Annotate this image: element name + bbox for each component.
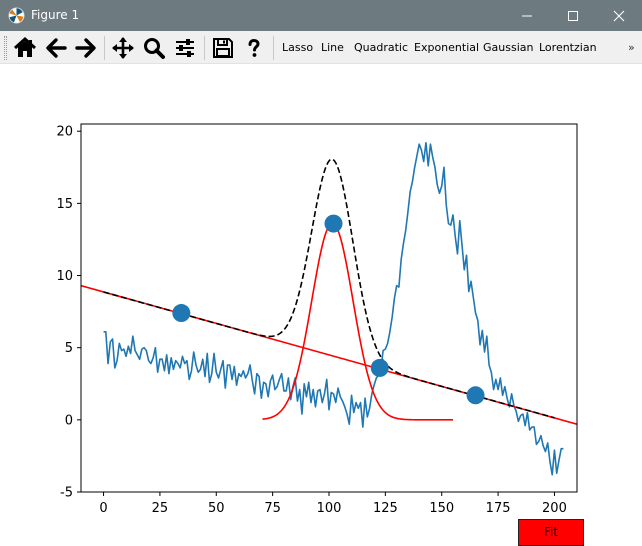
- pan-button[interactable]: [109, 34, 137, 62]
- fit-button[interactable]: Fit: [518, 519, 584, 546]
- x-tick-label: 125: [373, 501, 398, 516]
- home-icon: [13, 36, 37, 57]
- toolbar: Lasso Line Quadratic Exponential Gaussia…: [0, 31, 642, 64]
- zoom-magnifier-icon: [144, 38, 165, 59]
- lorentzian-tool-button[interactable]: Lorentzian: [539, 41, 597, 54]
- x-tick-label: 25: [152, 501, 169, 516]
- y-tick-label: 20: [56, 125, 73, 140]
- minimize-icon: [522, 15, 532, 17]
- pan-move-icon: [112, 37, 134, 59]
- exponential-tool-button[interactable]: Exponential: [414, 41, 480, 54]
- maximize-icon: [568, 11, 578, 21]
- back-arrow-icon: [46, 38, 67, 58]
- help-question-icon: [248, 38, 260, 57]
- save-button[interactable]: [209, 34, 237, 62]
- back-button[interactable]: [42, 34, 70, 62]
- y-tick-label: -5: [60, 486, 73, 501]
- sum-fit-dashed-curve: [103, 158, 555, 419]
- control-point-marker[interactable]: [172, 304, 191, 323]
- y-tick-label: 10: [56, 269, 73, 284]
- data-series-line: [103, 141, 564, 476]
- save-floppy-icon: [213, 38, 233, 58]
- close-button[interactable]: [596, 0, 642, 31]
- y-tick-label: 5: [65, 341, 73, 356]
- quadratic-tool-button[interactable]: Quadratic: [354, 41, 409, 54]
- toolbar-grip[interactable]: [4, 36, 7, 60]
- forward-button[interactable]: [72, 34, 100, 62]
- axes-frame: [80, 123, 578, 493]
- toolbar-overflow-button[interactable]: »: [628, 41, 635, 54]
- configure-sliders-icon: [176, 39, 194, 57]
- control-point-marker[interactable]: [370, 358, 389, 377]
- gaussian-tool-button[interactable]: Gaussian: [483, 41, 534, 54]
- maximize-button[interactable]: [550, 0, 596, 31]
- x-tick-label: 0: [99, 501, 107, 516]
- home-button[interactable]: [11, 34, 39, 62]
- close-icon: [613, 10, 625, 22]
- window-title: Figure 1: [31, 8, 80, 22]
- x-tick-label: 200: [542, 501, 567, 516]
- help-button[interactable]: [240, 34, 268, 62]
- zoom-button[interactable]: [140, 34, 168, 62]
- minimize-button[interactable]: [504, 0, 550, 31]
- x-tick-label: 75: [264, 501, 281, 516]
- app-logo-icon: [8, 7, 25, 24]
- x-tick-label: 50: [208, 501, 225, 516]
- title-bar: Figure 1: [0, 0, 642, 31]
- lasso-tool-button[interactable]: Lasso: [282, 41, 314, 54]
- y-tick-label: 15: [56, 197, 73, 212]
- toolbar-separator: [104, 36, 105, 60]
- control-point-marker[interactable]: [466, 386, 485, 405]
- configure-subplots-button[interactable]: [171, 34, 199, 62]
- toolbar-separator: [204, 36, 205, 60]
- x-tick-label: 100: [317, 501, 342, 516]
- forward-arrow-icon: [75, 38, 96, 58]
- y-tick-label: 0: [65, 413, 73, 428]
- gaussian-fit-curve: [262, 222, 453, 421]
- toolbar-separator: [273, 36, 274, 60]
- plot-area[interactable]: 0 25 50 75 100 125 150 175 200 -5 0 5 10 15 20: [0, 64, 642, 546]
- x-tick-label: 150: [429, 501, 454, 516]
- x-tick-label: 175: [486, 501, 511, 516]
- control-point-marker[interactable]: [324, 214, 343, 233]
- figure-canvas[interactable]: 0 25 50 75 100 125 150 175 200 -5 0 5 10 15 20: [0, 64, 642, 546]
- line-tool-button[interactable]: Line: [321, 41, 344, 54]
